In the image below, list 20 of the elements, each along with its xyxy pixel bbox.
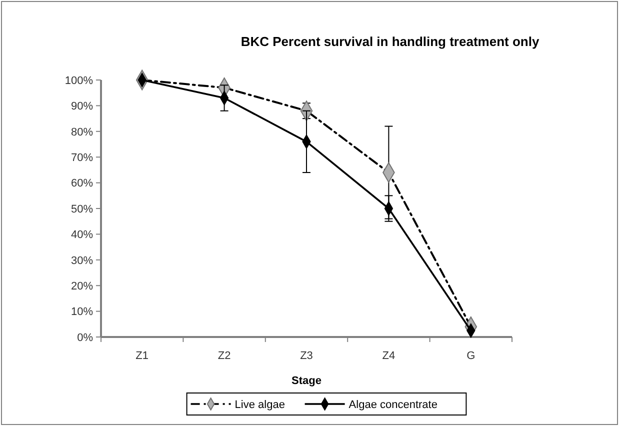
y-tick-label: 10% <box>70 306 94 318</box>
y-tick-label: 50% <box>70 203 94 216</box>
chart-title: BKC Percent survival in handling treatment only <box>240 34 540 49</box>
y-tick-label: 20% <box>70 280 94 292</box>
y-tick-label: 0% <box>77 332 94 344</box>
y-tick-label: 100% <box>64 74 94 87</box>
y-tick-label: 90% <box>70 100 94 113</box>
x-tick-label: Z1 <box>136 350 149 362</box>
x-tick-label: Z2 <box>218 350 231 362</box>
legend-label: Algae concentrate <box>348 398 438 411</box>
y-tick-label: 40% <box>70 229 94 242</box>
y-tick-label: 30% <box>70 254 94 267</box>
y-tick-label: 60% <box>70 178 94 190</box>
y-tick-label: 70% <box>70 152 94 164</box>
y-tick-label: 80% <box>70 126 94 138</box>
x-tick-label: Z3 <box>300 350 313 362</box>
x-tick-label: Z4 <box>382 350 396 362</box>
legend-label: Live algae <box>234 398 285 411</box>
x-axis-title: Stage <box>292 375 322 387</box>
x-tick-label: G <box>466 350 476 362</box>
